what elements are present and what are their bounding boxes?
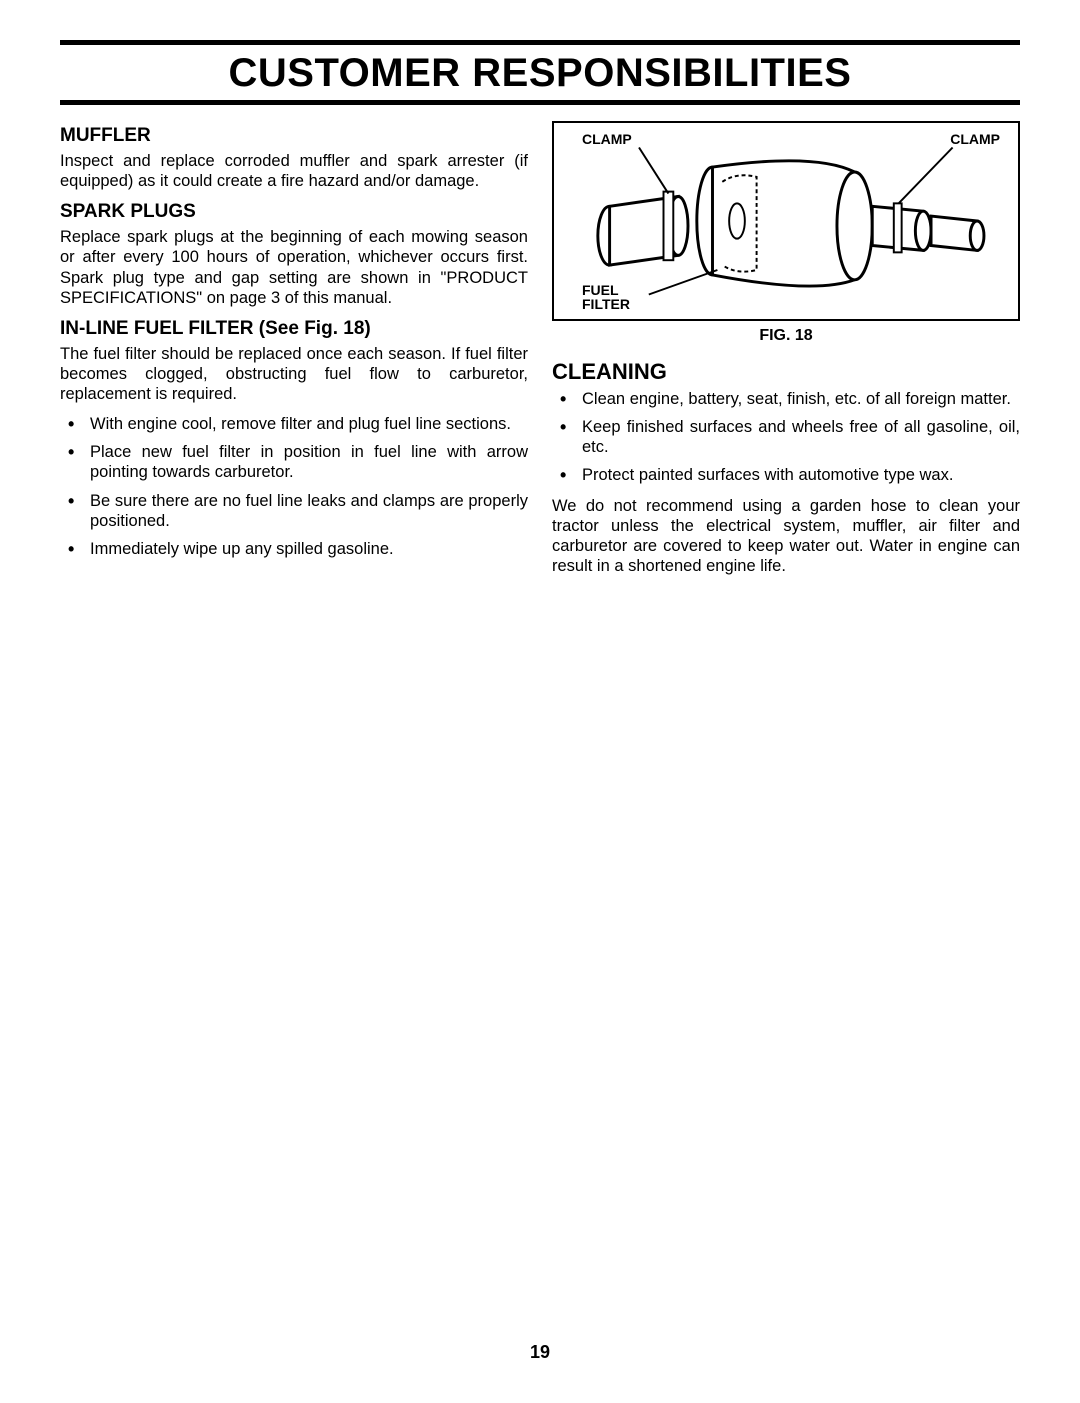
spark-plugs-heading: SPARK PLUGS [60, 201, 528, 223]
list-item: Protect painted surfaces with automotive… [552, 465, 1020, 485]
fuel-filter-bullets: With engine cool, remove filter and plug… [60, 414, 528, 559]
fuel-filter-text: The fuel filter should be replaced once … [60, 344, 528, 404]
figure-18-box: CLAMP CLAMP FUEL FILTER [552, 121, 1020, 321]
list-item: With engine cool, remove filter and plug… [60, 414, 528, 434]
list-item: Place new fuel filter in position in fue… [60, 442, 528, 482]
cleaning-bullets: Clean engine, battery, seat, finish, etc… [552, 389, 1020, 486]
list-item: Be sure there are no fuel line leaks and… [60, 491, 528, 531]
page-number: 19 [0, 1342, 1080, 1363]
figure-18-caption: FIG. 18 [552, 327, 1020, 345]
left-column: MUFFLER Inspect and replace corroded muf… [60, 121, 528, 586]
list-item: Immediately wipe up any spilled gasoline… [60, 539, 528, 559]
cleaning-heading: CLEANING [552, 359, 1020, 385]
label-fuel-filter: FUEL FILTER [582, 283, 630, 311]
right-column: CLAMP CLAMP FUEL FILTER FIG. 18 CLEANING… [552, 121, 1020, 586]
page-title: CUSTOMER RESPONSIBILITIES [60, 40, 1020, 105]
label-clamp-right: CLAMP [950, 131, 1000, 147]
list-item: Clean engine, battery, seat, finish, etc… [552, 389, 1020, 409]
spark-plugs-text: Replace spark plugs at the beginning of … [60, 227, 528, 308]
muffler-text: Inspect and replace corroded muffler and… [60, 151, 528, 191]
label-clamp-left: CLAMP [582, 131, 632, 147]
list-item: Keep finished surfaces and wheels free o… [552, 417, 1020, 457]
cleaning-note: We do not recommend using a garden hose … [552, 496, 1020, 577]
content-columns: MUFFLER Inspect and replace corroded muf… [60, 121, 1020, 586]
fuel-filter-heading: IN-LINE FUEL FILTER (See Fig. 18) [60, 318, 528, 340]
muffler-heading: MUFFLER [60, 125, 528, 147]
